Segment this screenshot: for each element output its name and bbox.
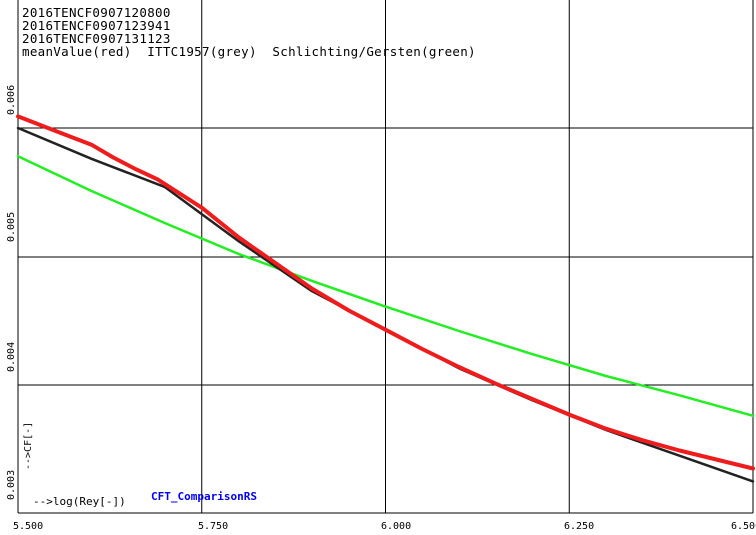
series-schlichting-gersten-line [16,155,755,418]
legend-line: meanValue(red) ITTC1957(grey) Schlichtin… [22,44,476,59]
series-meanvalue-line [16,114,755,471]
y-tick-label: 0.004 [6,341,17,372]
y-tick-label: 0.005 [6,211,17,242]
run-id-1: 2016TENCF0907120800 [22,5,171,20]
y-tick-label: 0.006 [6,84,17,115]
x-tick-label: 6.500 [731,521,756,532]
run-id-3: 2016TENCF0907131123 [22,31,171,46]
run-id-2: 2016TENCF0907123941 [22,18,171,33]
y-tick-label: 0.003 [6,469,17,500]
y-axis-label: -->CF[-] [23,421,34,470]
x-tick-label: 6.250 [564,521,595,532]
chart-title: CFT_ComparisonRS [151,490,257,503]
x-tick-label: 5.750 [198,521,229,532]
x-axis-label: -->log(Rey[-]) [33,495,126,508]
x-tick-label: 5.500 [13,521,44,532]
x-tick-label: 6.000 [381,521,412,532]
